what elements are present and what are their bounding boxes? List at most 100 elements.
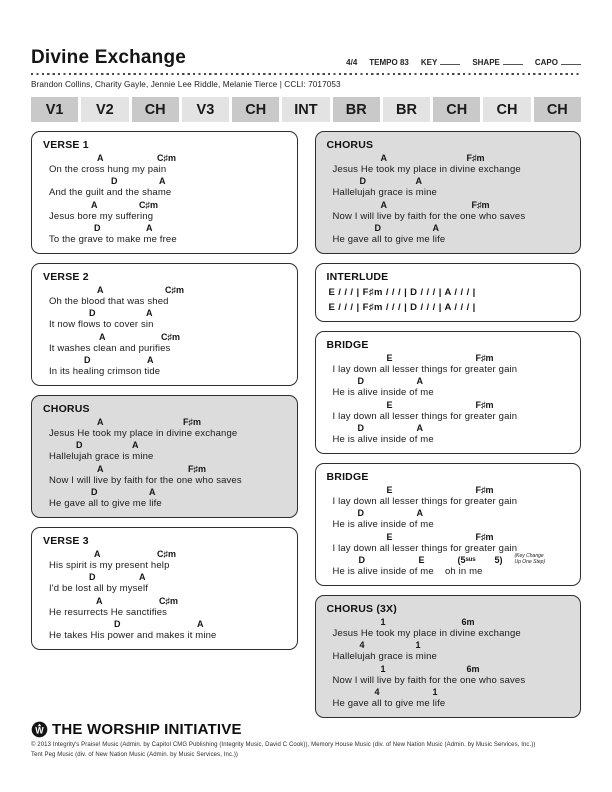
lyric: In its healing crimson tide bbox=[49, 366, 161, 378]
section-title: VERSE 2 bbox=[43, 271, 89, 284]
chord: 6m bbox=[466, 663, 480, 674]
lyric: I lay down all lesser things for greater… bbox=[332, 495, 518, 507]
chord: C♯m bbox=[157, 548, 177, 559]
chord: A bbox=[97, 152, 104, 163]
lyric: He is alive inside of me bbox=[332, 434, 434, 446]
chord: A bbox=[96, 595, 103, 606]
chord: D bbox=[359, 176, 367, 187]
chord: A bbox=[416, 508, 424, 519]
lyric: Now I will live by faith for the one who… bbox=[49, 474, 242, 486]
chord-lyric-line: D A He takes His power and makes it mine bbox=[43, 619, 286, 642]
chord-lyric-line: D A He is alive inside of me bbox=[327, 376, 570, 398]
chord-lyric-line: 1 6m Jesus He took my place in divine exch… bbox=[327, 616, 570, 639]
copyright-line-2: Tent Peg Music (div. of New Nation Music… bbox=[31, 751, 239, 758]
chord: A bbox=[97, 284, 104, 295]
worship-initiative-logo-icon: W bbox=[31, 721, 48, 738]
right-column: CHORUS A F♯m Jesus He took my place in divi… bbox=[314, 131, 581, 719]
lyric: To the grave to make me free bbox=[49, 234, 177, 246]
song-meta: 4/4 TEMPO 83 KEY SHAPE CAPO bbox=[346, 57, 581, 69]
chord-lyric-line: D A In its healing crimson tide bbox=[43, 355, 286, 378]
dotted-divider bbox=[31, 73, 581, 76]
chord: 1 bbox=[415, 640, 421, 651]
nav-segment-int-5: INT bbox=[282, 97, 330, 123]
section-box-verse-3: VERSE 3 A C♯m His spirit is my present help… bbox=[31, 527, 298, 651]
lyric: I'd be lost all by myself bbox=[49, 583, 149, 595]
chord-lyric-line: A C♯m It washes clean and purifies bbox=[43, 331, 286, 354]
key-blank bbox=[440, 57, 461, 65]
lyric: And the guilt and the shame bbox=[49, 187, 172, 199]
chord-lyric-line: D A Hallelujah grace is mine bbox=[327, 176, 570, 198]
chord: D bbox=[89, 572, 96, 583]
chord-lyric-line: D A Hallelujah grace is mine bbox=[43, 440, 286, 462]
chord: F♯m bbox=[183, 416, 201, 427]
lyric: It now flows to cover sin bbox=[49, 319, 154, 331]
chord: 5) bbox=[494, 555, 503, 566]
chord: A bbox=[380, 199, 388, 210]
lyric: He takes His power and makes it mine bbox=[49, 630, 217, 642]
nav-segment-br-7: BR bbox=[382, 97, 431, 123]
authors-ccli-line: Brandon Collins, Charity Gayle, Jennie L… bbox=[31, 80, 341, 90]
chord: (5ˢᵘˢ bbox=[457, 555, 476, 566]
chord: A bbox=[415, 176, 423, 187]
section-box-bridge: BRIDGE E F♯m I lay down all lesser things f… bbox=[314, 463, 581, 587]
lyric: He is alive inside of me bbox=[332, 519, 434, 531]
chord: D bbox=[76, 440, 83, 451]
brand-name: THE WORSHIP INITIATIVE bbox=[52, 721, 242, 738]
chord-progression-row: E / / / | F♯m / / / | D / / / | A / / / … bbox=[328, 287, 476, 299]
chord: E bbox=[386, 484, 393, 495]
lyric: Jesus He took my place in divine exchang… bbox=[332, 627, 521, 639]
section-title: CHORUS bbox=[326, 139, 374, 152]
chord-lyric-line: E F♯m I lay down all lesser things for gre… bbox=[327, 352, 570, 375]
copyright-text: © 2013 Integrity's Praise! Music (Admin.… bbox=[31, 741, 581, 760]
chord-lyric-line: D A He is alive inside of me bbox=[327, 508, 570, 531]
chord: A bbox=[416, 423, 424, 434]
section-title: BRIDGE bbox=[326, 471, 369, 484]
chord-lyric-line: A C♯m His spirit is my present help bbox=[43, 548, 286, 571]
nav-segment-ch-8: CH bbox=[433, 97, 481, 123]
section-box-verse-1: VERSE 1 A C♯m On the cross hung my pain D A An… bbox=[31, 131, 298, 255]
lyric: Jesus bore my suffering bbox=[49, 210, 154, 222]
capo-field: CAPO bbox=[535, 57, 581, 67]
nav-segment-ch-10: CH bbox=[533, 97, 581, 123]
chord: E bbox=[418, 555, 425, 566]
nav-segment-ch-9: CH bbox=[483, 97, 531, 123]
chord: C♯m bbox=[165, 284, 185, 295]
shape-blank bbox=[502, 57, 523, 65]
chord: A bbox=[146, 308, 153, 319]
song-map-bar: V1 V2 CH V3 CH INT BR BR CH CH CH bbox=[31, 97, 581, 123]
chord: A bbox=[139, 572, 146, 583]
lyric: Jesus He took my place in divine exchang… bbox=[332, 163, 521, 175]
chord-lyric-line: A C♯m He resurrects He sanctifies bbox=[43, 595, 286, 618]
lyric: Now I will live by faith for the one who… bbox=[332, 210, 526, 222]
chord: A bbox=[380, 152, 388, 163]
chord: A bbox=[99, 331, 106, 342]
chord: D bbox=[357, 423, 365, 434]
section-title: VERSE 1 bbox=[43, 139, 89, 152]
lyric: It washes clean and purifies bbox=[49, 342, 171, 354]
chord: E bbox=[386, 352, 393, 363]
chord: A bbox=[432, 223, 440, 234]
chord-lyric-line: A F♯m Now I will live by faith for the one… bbox=[327, 199, 570, 222]
nav-segment-v2-1: V2 bbox=[81, 97, 129, 123]
chord: 4 bbox=[374, 687, 380, 698]
chord: F♯m bbox=[475, 399, 494, 410]
chord: 6m bbox=[461, 616, 475, 627]
chord: A bbox=[132, 440, 139, 451]
chord-lyric-line: E F♯m I lay down all lesser things for gre… bbox=[327, 531, 570, 554]
nav-segment-v3-3: V3 bbox=[181, 97, 230, 123]
chord: A bbox=[97, 416, 104, 427]
chord: E bbox=[386, 531, 393, 542]
chord: C♯m bbox=[161, 331, 181, 342]
chord-lyric-line: 4 1 Hallelujah grace is mine bbox=[327, 640, 570, 662]
nav-segment-v1-0: V1 bbox=[31, 97, 79, 123]
chord: A bbox=[197, 619, 204, 630]
key-field: KEY bbox=[421, 57, 461, 67]
chord: F♯m bbox=[188, 463, 206, 474]
chord: F♯m bbox=[466, 152, 485, 163]
section-box-chorus: CHORUS A F♯m Jesus He took my place in divi… bbox=[31, 395, 298, 519]
page-footer: W THE WORSHIP INITIATIVE © 2013 Integrit… bbox=[31, 721, 581, 760]
tempo-value: TEMPO 83 bbox=[369, 58, 409, 67]
chord: A bbox=[94, 548, 101, 559]
lyric: His spirit is my present help bbox=[49, 559, 170, 571]
chord-lyric-line: E F♯m I lay down all lesser things for gre… bbox=[327, 399, 570, 422]
